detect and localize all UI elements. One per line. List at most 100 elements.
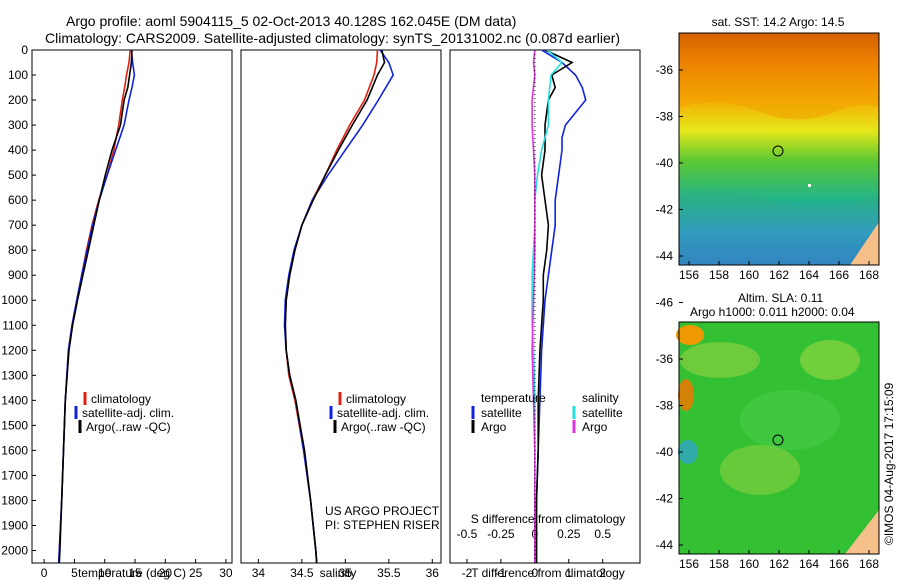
y-tick-label: 700 <box>8 218 28 232</box>
y-tick-label: 500 <box>8 168 28 182</box>
y-tick-label: 300 <box>8 118 28 132</box>
difference-series <box>531 50 587 563</box>
s-tick-label: 0.5 <box>594 527 611 541</box>
legend-label-climatology: climatology <box>346 392 406 406</box>
latitude-label: -38 <box>656 110 674 124</box>
argo-location-marker <box>772 145 784 157</box>
y-tick-label: 1400 <box>1 393 28 407</box>
latitude-label: -36 <box>656 352 674 366</box>
salinity-axes-frame <box>240 49 442 564</box>
project-note: US ARGO PROJECT <box>325 504 440 518</box>
y-tick-label: 1100 <box>2 318 28 332</box>
sla-latitude-labels: -36-38-40-42-44-46 <box>656 352 683 552</box>
temperature-series <box>57 50 136 563</box>
temperature-tick-labels: 0 5 10 15 20 25 30 <box>41 559 233 580</box>
argo-location-marker-2 <box>772 434 784 446</box>
y-tick-label: 0 <box>21 43 28 57</box>
s-tick-label: 0.25 <box>557 527 581 541</box>
x-tick-label: 35.5 <box>377 566 401 580</box>
series-line-argo-raw-qc <box>284 50 386 563</box>
x-tick-label: 25 <box>189 566 203 580</box>
difference-panel: -2 -1 0 1 2 -0.5 -0.25 0 0.25 0.5 S difference f… <box>449 49 641 580</box>
legend-label-satellite: satellite-adj. clim. <box>82 406 174 420</box>
salinity-panel: 34 34.5 35 35.5 36 salinity climatology sate… <box>240 49 442 580</box>
longitude-label: 166 <box>829 557 849 571</box>
t-difference-tick-labels: -2 -1 0 1 2 <box>462 559 606 580</box>
legend-label-argo: Argo(..raw -QC) <box>86 420 171 434</box>
temperature-panel: 0100200300400500600700800900100011001200… <box>1 43 233 580</box>
latitude-label: -40 <box>656 445 674 459</box>
longitude-label: 166 <box>829 268 849 282</box>
series-line-argo-raw-qc <box>58 50 133 563</box>
y-tick-label: 1900 <box>1 518 28 532</box>
sst-longitude-labels: 156 158 160 162 164 166 168 <box>679 261 879 282</box>
x-tick-label: 35 <box>339 566 353 580</box>
sla-map-title-line1: Altim. SLA: 0.11 <box>738 291 823 305</box>
latitude-label: -38 <box>656 399 674 413</box>
longitude-label: 168 <box>859 268 879 282</box>
sla-patch-2 <box>740 390 840 450</box>
depth-tick-labels: 0 100 200 300 400 500 600 700 800 900 1000 1100 1200… <box>1 43 36 557</box>
longitude-label: 156 <box>679 268 699 282</box>
pi-note: PI: STEPHEN RISER <box>325 518 440 532</box>
latitude-label: -46 <box>656 296 674 310</box>
x-tick-label: -1 <box>496 566 507 580</box>
x-tick-label: 20 <box>159 566 173 580</box>
latitude-label: -36 <box>656 63 674 77</box>
legend-label-argo: Argo(..raw -QC) <box>341 420 426 434</box>
y-tick-label: 600 <box>8 193 28 207</box>
y-tick-label: 2000 <box>1 543 28 557</box>
y-tick-label: 1000 <box>1 293 28 307</box>
x-tick-label: 10 <box>98 566 112 580</box>
longitude-label: 164 <box>799 557 819 571</box>
longitude-label: 162 <box>769 557 789 571</box>
sst-warm-patch <box>679 33 879 120</box>
sla-high-patch-2 <box>678 379 694 411</box>
legend-label-salinity-satellite: satellite <box>582 406 623 420</box>
x-tick-label: 5 <box>71 566 78 580</box>
x-tick-label: 0 <box>41 566 48 580</box>
legend-label-temperature-argo: Argo <box>481 420 507 434</box>
figure-title-line2: Climatology: CARS2009. Satellite-adjuste… <box>45 30 620 46</box>
figure-title-line1: Argo profile: aoml 5904115_5 02-Oct-2013… <box>66 13 516 29</box>
y-tick-label: 1600 <box>1 443 28 457</box>
temperature-xlabel: temperature (deg C) <box>78 566 186 580</box>
sla-patch-4 <box>800 340 860 380</box>
difference-legend: temperature salinity satellite Argo sate… <box>471 391 623 434</box>
sla-patch-3 <box>720 445 800 495</box>
longitude-label: 158 <box>709 268 729 282</box>
series-line-temperature-argo <box>535 50 574 563</box>
longitude-label: 168 <box>859 557 879 571</box>
salinity-series <box>283 50 395 563</box>
land-nz-2 <box>845 510 879 554</box>
longitude-label: 160 <box>739 557 759 571</box>
sla-patch-1 <box>680 342 760 378</box>
latitude-label: -44 <box>656 249 674 263</box>
y-tick-label: 1500 <box>1 418 28 432</box>
x-tick-label: 2 <box>599 566 606 580</box>
longitude-label: 158 <box>709 557 729 571</box>
y-tick-label: 1300 <box>1 368 28 382</box>
longitude-label: 164 <box>799 268 819 282</box>
y-tick-label: 1800 <box>1 493 28 507</box>
sla-map: Altim. SLA: 0.11 Argo h1000: 0.011 h2000… <box>656 291 880 571</box>
y-tick-label: 800 <box>8 243 28 257</box>
x-tick-label: 34 <box>252 566 266 580</box>
x-tick-label: 34.5 <box>290 566 314 580</box>
y-tick-label: 1200 <box>1 343 28 357</box>
legend-heading-temperature: temperature <box>481 391 546 405</box>
sst-map: sat. SST: 14.2 Argo: 14.5 -36 -38 -40 -42 -4… <box>656 15 880 310</box>
series-line-satellite-adj-clim <box>57 50 136 563</box>
series-line-temperature-satellite <box>535 50 587 563</box>
latitude-label: -42 <box>656 492 674 506</box>
y-tick-label: 100 <box>8 68 28 82</box>
legend-label-satellite: satellite-adj. clim. <box>337 406 429 420</box>
s-difference-tick-labels: -0.5-0.2500.250.5 <box>457 527 612 541</box>
legend-label-climatology: climatology <box>91 392 151 406</box>
s-tick-label: -0.25 <box>487 527 515 541</box>
salinity-tick-labels: 34 34.5 35 35.5 36 <box>252 559 439 580</box>
temperature-legend: climatology satellite-adj. clim. Argo(..… <box>74 392 174 434</box>
series-line-climatology <box>284 50 379 563</box>
y-tick-label: 900 <box>8 268 28 282</box>
